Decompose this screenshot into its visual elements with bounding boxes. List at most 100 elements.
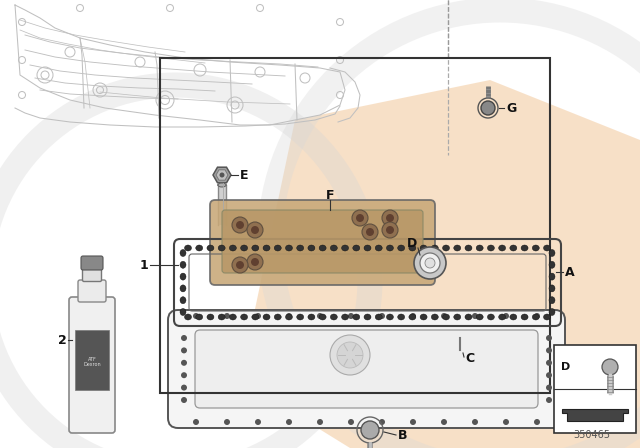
Text: 350465: 350465 bbox=[573, 430, 611, 440]
Text: E: E bbox=[240, 168, 248, 181]
Circle shape bbox=[472, 419, 478, 425]
Ellipse shape bbox=[180, 273, 186, 280]
Circle shape bbox=[602, 359, 618, 375]
Ellipse shape bbox=[431, 245, 438, 251]
FancyBboxPatch shape bbox=[69, 297, 115, 433]
Circle shape bbox=[224, 419, 230, 425]
Bar bbox=[218, 185, 226, 225]
Circle shape bbox=[441, 313, 447, 319]
Ellipse shape bbox=[499, 245, 506, 251]
Ellipse shape bbox=[353, 314, 360, 320]
Ellipse shape bbox=[353, 245, 360, 251]
Circle shape bbox=[546, 335, 552, 341]
FancyBboxPatch shape bbox=[195, 330, 538, 408]
Circle shape bbox=[181, 335, 187, 341]
Ellipse shape bbox=[184, 314, 191, 320]
Ellipse shape bbox=[420, 314, 427, 320]
Ellipse shape bbox=[387, 314, 394, 320]
FancyBboxPatch shape bbox=[81, 256, 103, 270]
Ellipse shape bbox=[330, 245, 337, 251]
Ellipse shape bbox=[263, 245, 270, 251]
Text: D: D bbox=[407, 237, 417, 250]
Circle shape bbox=[224, 313, 230, 319]
Circle shape bbox=[386, 214, 394, 222]
Circle shape bbox=[251, 258, 259, 266]
Ellipse shape bbox=[510, 245, 517, 251]
Ellipse shape bbox=[510, 314, 517, 320]
Circle shape bbox=[425, 258, 435, 268]
Ellipse shape bbox=[180, 250, 186, 257]
Circle shape bbox=[420, 253, 440, 273]
Circle shape bbox=[481, 101, 495, 115]
Ellipse shape bbox=[364, 314, 371, 320]
Ellipse shape bbox=[442, 314, 449, 320]
Ellipse shape bbox=[275, 245, 281, 251]
Circle shape bbox=[181, 360, 187, 366]
FancyBboxPatch shape bbox=[75, 330, 109, 390]
Ellipse shape bbox=[488, 314, 495, 320]
Bar bbox=[160, 58, 550, 393]
Circle shape bbox=[236, 261, 244, 269]
Ellipse shape bbox=[207, 245, 214, 251]
Ellipse shape bbox=[549, 273, 555, 280]
Ellipse shape bbox=[196, 245, 203, 251]
Circle shape bbox=[356, 214, 364, 222]
Polygon shape bbox=[213, 167, 231, 183]
Circle shape bbox=[410, 313, 416, 319]
Circle shape bbox=[220, 172, 225, 177]
Ellipse shape bbox=[532, 245, 540, 251]
Circle shape bbox=[251, 226, 259, 234]
FancyBboxPatch shape bbox=[168, 310, 565, 428]
Circle shape bbox=[181, 347, 187, 353]
Ellipse shape bbox=[499, 314, 506, 320]
Ellipse shape bbox=[285, 245, 292, 251]
Circle shape bbox=[382, 222, 398, 238]
Text: ATF
Dexron: ATF Dexron bbox=[83, 357, 101, 367]
Circle shape bbox=[286, 419, 292, 425]
Ellipse shape bbox=[465, 314, 472, 320]
Text: C: C bbox=[465, 352, 474, 365]
Ellipse shape bbox=[180, 309, 186, 315]
Circle shape bbox=[361, 421, 379, 439]
Ellipse shape bbox=[409, 245, 416, 251]
Circle shape bbox=[503, 313, 509, 319]
Ellipse shape bbox=[549, 261, 555, 268]
Circle shape bbox=[379, 419, 385, 425]
Ellipse shape bbox=[488, 245, 495, 251]
Text: G: G bbox=[506, 102, 516, 115]
Ellipse shape bbox=[521, 314, 528, 320]
Ellipse shape bbox=[465, 245, 472, 251]
Ellipse shape bbox=[297, 245, 304, 251]
Circle shape bbox=[410, 419, 416, 425]
Circle shape bbox=[317, 313, 323, 319]
Ellipse shape bbox=[308, 314, 315, 320]
Ellipse shape bbox=[442, 245, 449, 251]
Ellipse shape bbox=[241, 245, 248, 251]
Circle shape bbox=[232, 257, 248, 273]
Ellipse shape bbox=[397, 245, 404, 251]
Ellipse shape bbox=[285, 314, 292, 320]
Ellipse shape bbox=[543, 245, 550, 251]
Circle shape bbox=[317, 419, 323, 425]
Ellipse shape bbox=[297, 314, 304, 320]
Polygon shape bbox=[240, 80, 640, 448]
Ellipse shape bbox=[375, 245, 382, 251]
Text: F: F bbox=[326, 189, 334, 202]
Circle shape bbox=[348, 313, 354, 319]
Circle shape bbox=[382, 210, 398, 226]
Circle shape bbox=[546, 372, 552, 378]
Ellipse shape bbox=[330, 314, 337, 320]
Circle shape bbox=[286, 313, 292, 319]
Circle shape bbox=[247, 254, 263, 270]
Circle shape bbox=[330, 335, 370, 375]
Ellipse shape bbox=[476, 245, 483, 251]
Circle shape bbox=[503, 419, 509, 425]
Circle shape bbox=[232, 217, 248, 233]
Ellipse shape bbox=[454, 314, 461, 320]
FancyBboxPatch shape bbox=[78, 280, 106, 302]
Ellipse shape bbox=[218, 245, 225, 251]
Ellipse shape bbox=[549, 309, 555, 315]
Bar bbox=[554, 345, 636, 433]
Circle shape bbox=[348, 419, 354, 425]
Ellipse shape bbox=[549, 285, 555, 292]
